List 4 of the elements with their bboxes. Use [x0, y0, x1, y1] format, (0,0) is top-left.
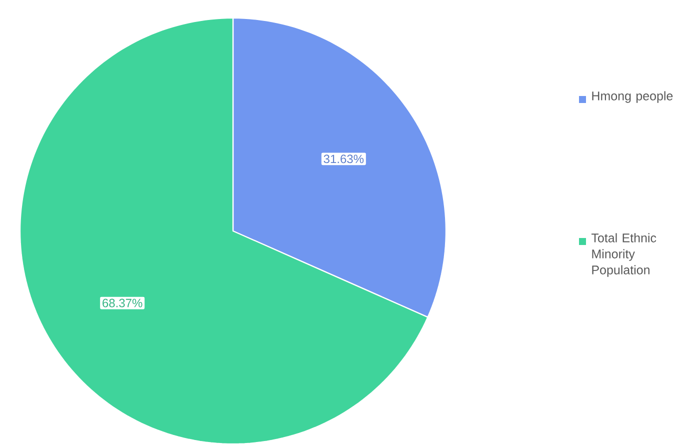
data-label: 31.63%: [324, 154, 364, 164]
data-label: 68.37%: [102, 298, 142, 308]
legend-label: Hmong people: [592, 91, 673, 103]
legend-label: Total Ethnic Minority Population: [591, 233, 656, 277]
